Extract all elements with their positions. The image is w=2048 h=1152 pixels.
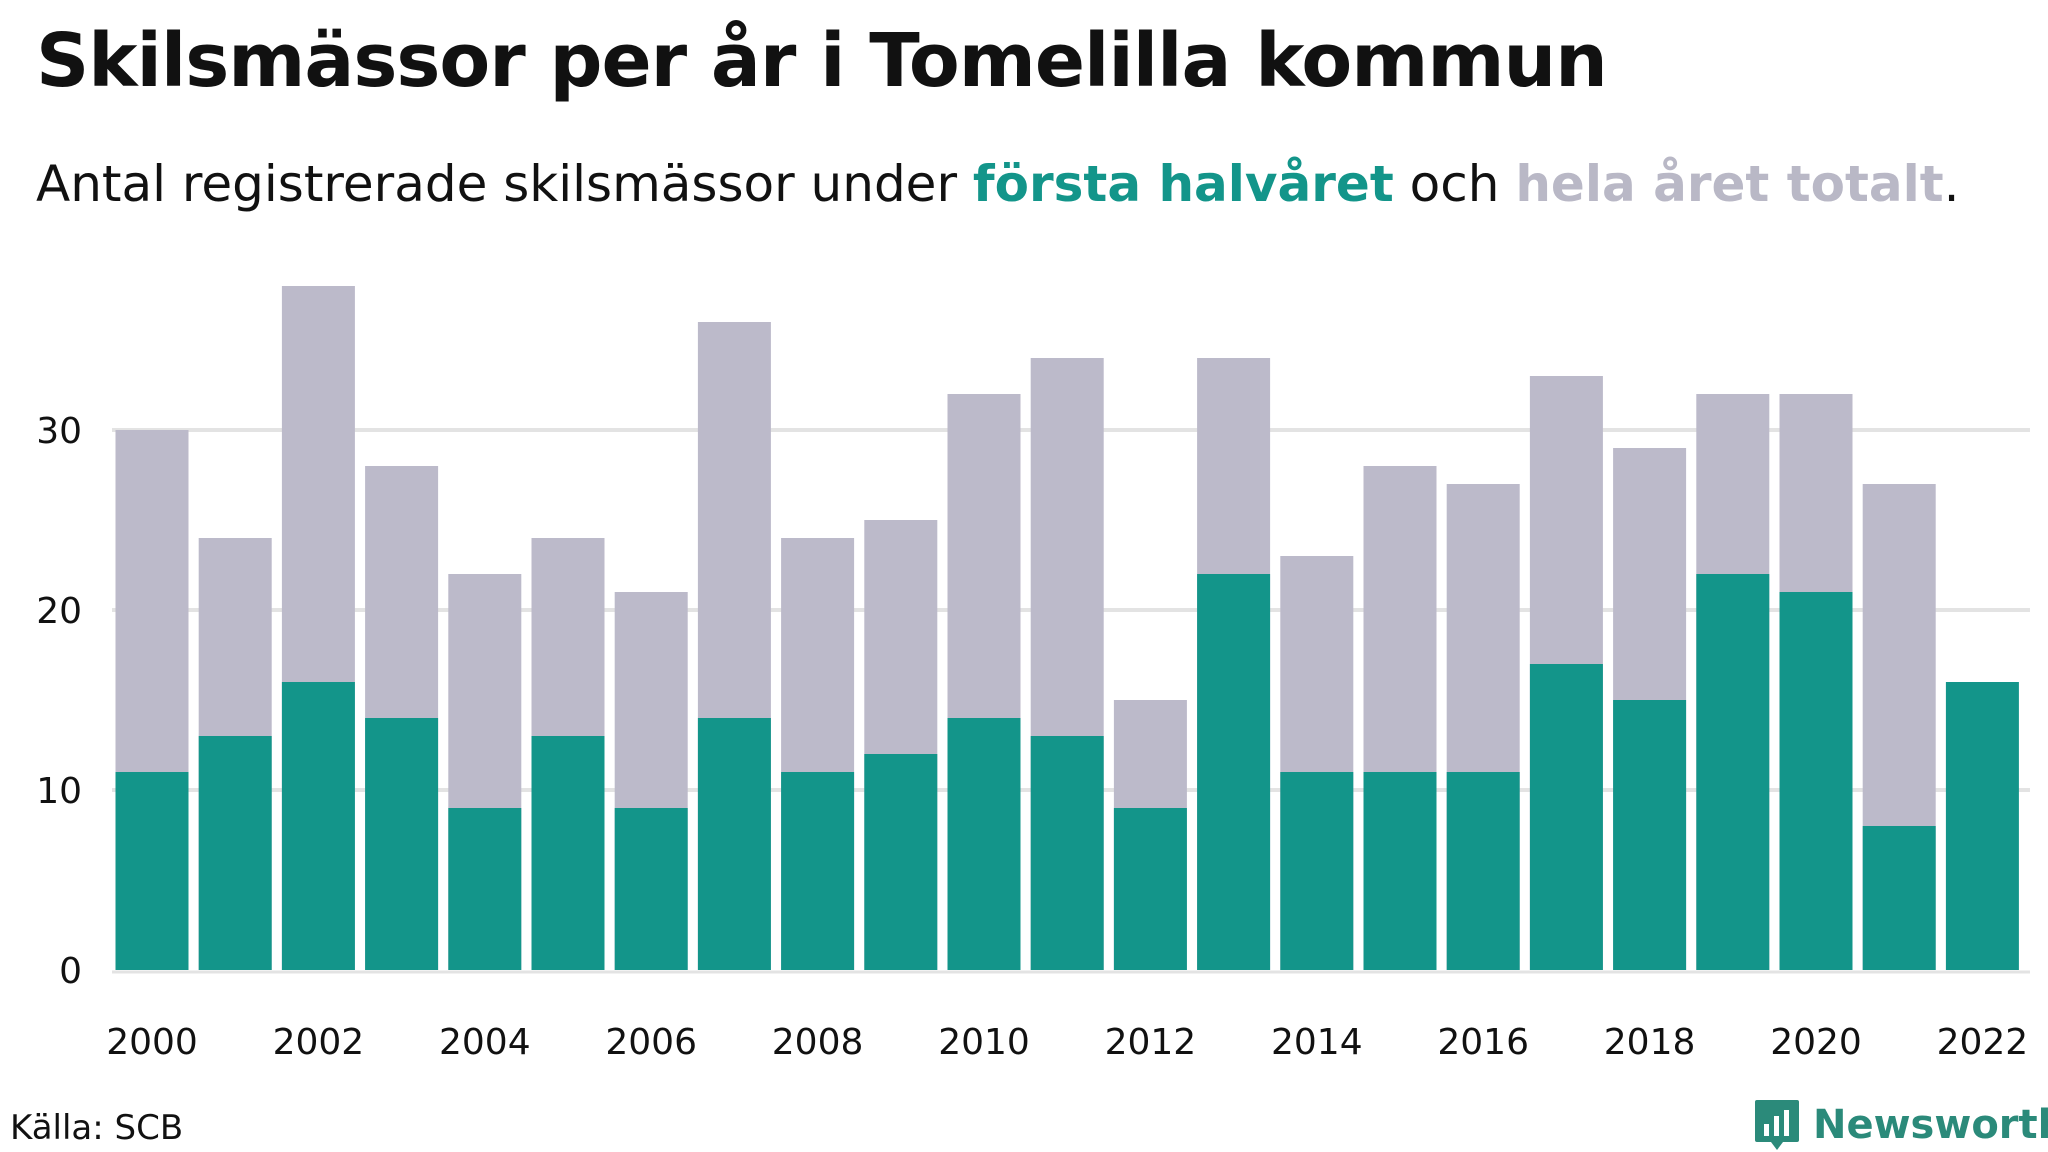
subtitle-prefix: Antal registrerade skilsmässor under	[36, 155, 973, 213]
bar-first-half-2010	[947, 718, 1021, 970]
subtitle-suffix: .	[1943, 155, 1960, 213]
y-tick-label: 20	[36, 591, 82, 632]
bar-first-half-2007	[697, 718, 771, 970]
subtitle-middle: och	[1393, 155, 1516, 213]
bar-first-half-2002	[281, 682, 355, 970]
x-tick-label: 2000	[106, 1022, 198, 1063]
bar-first-half-2003	[365, 718, 439, 970]
bar-first-half-2020	[1779, 592, 1853, 970]
x-tick-label: 2010	[938, 1022, 1030, 1063]
bar-first-half-2000	[115, 772, 189, 970]
bar-chart-icon	[1755, 1100, 1799, 1150]
y-tick-label: 0	[59, 951, 82, 992]
bar-first-half-2004	[448, 808, 522, 970]
bar-first-half-2016	[1446, 772, 1520, 970]
x-tick-label: 2004	[439, 1022, 531, 1063]
x-tick-label: 2020	[1770, 1022, 1862, 1063]
bar-first-half-2018	[1613, 700, 1687, 970]
bar-first-half-2021	[1862, 826, 1936, 970]
bar-first-half-2005	[531, 736, 605, 970]
bar-first-half-2011	[1030, 736, 1104, 970]
newsworthy-logo: Newsworthy	[1753, 1098, 2048, 1152]
x-tick-label: 2006	[605, 1022, 697, 1063]
y-tick-label: 30	[36, 411, 82, 452]
bar-first-half-2009	[864, 754, 938, 970]
bars-first-half	[115, 574, 2019, 970]
bar-first-half-2013	[1197, 574, 1271, 970]
bar-first-half-2008	[781, 772, 855, 970]
bar-first-half-2022	[1945, 682, 2019, 970]
chart-subtitle: Antal registrerade skilsmässor under för…	[36, 155, 1960, 213]
bar-first-half-2015	[1363, 772, 1437, 970]
subtitle-total-label: hela året totalt	[1515, 155, 1944, 213]
y-axis-ticks: 0 10 20 30	[36, 411, 82, 992]
x-tick-label: 2012	[1105, 1022, 1197, 1063]
subtitle-first-half-label: första halvåret	[972, 155, 1394, 213]
bar-first-half-2017	[1529, 664, 1603, 970]
bar-first-half-2014	[1280, 772, 1354, 970]
logo-text: Newsworthy	[1813, 1102, 2048, 1148]
x-tick-label: 2016	[1437, 1022, 1529, 1063]
x-tick-label: 2022	[1937, 1022, 2029, 1063]
y-tick-label: 10	[36, 771, 82, 812]
bar-first-half-2001	[198, 736, 272, 970]
bar-first-half-2006	[614, 808, 688, 970]
x-tick-label: 2008	[772, 1022, 864, 1063]
bar-chart: 0 10 20 30 2000 2002 2004 2006 2008 2010 2012 2014…	[36, 286, 2030, 1063]
bar-first-half-2019	[1696, 574, 1770, 970]
x-tick-label: 2014	[1271, 1022, 1363, 1063]
x-tick-label: 2018	[1604, 1022, 1696, 1063]
x-tick-label: 2002	[273, 1022, 365, 1063]
x-axis-ticks: 2000 2002 2004 2006 2008 2010 2012 2014 2016 2018…	[106, 1022, 2028, 1063]
source-note: Källa: SCB	[10, 1108, 184, 1148]
bar-first-half-2012	[1113, 808, 1187, 970]
chart-title: Skilsmässor per år i Tomelilla kommun	[36, 18, 1608, 104]
